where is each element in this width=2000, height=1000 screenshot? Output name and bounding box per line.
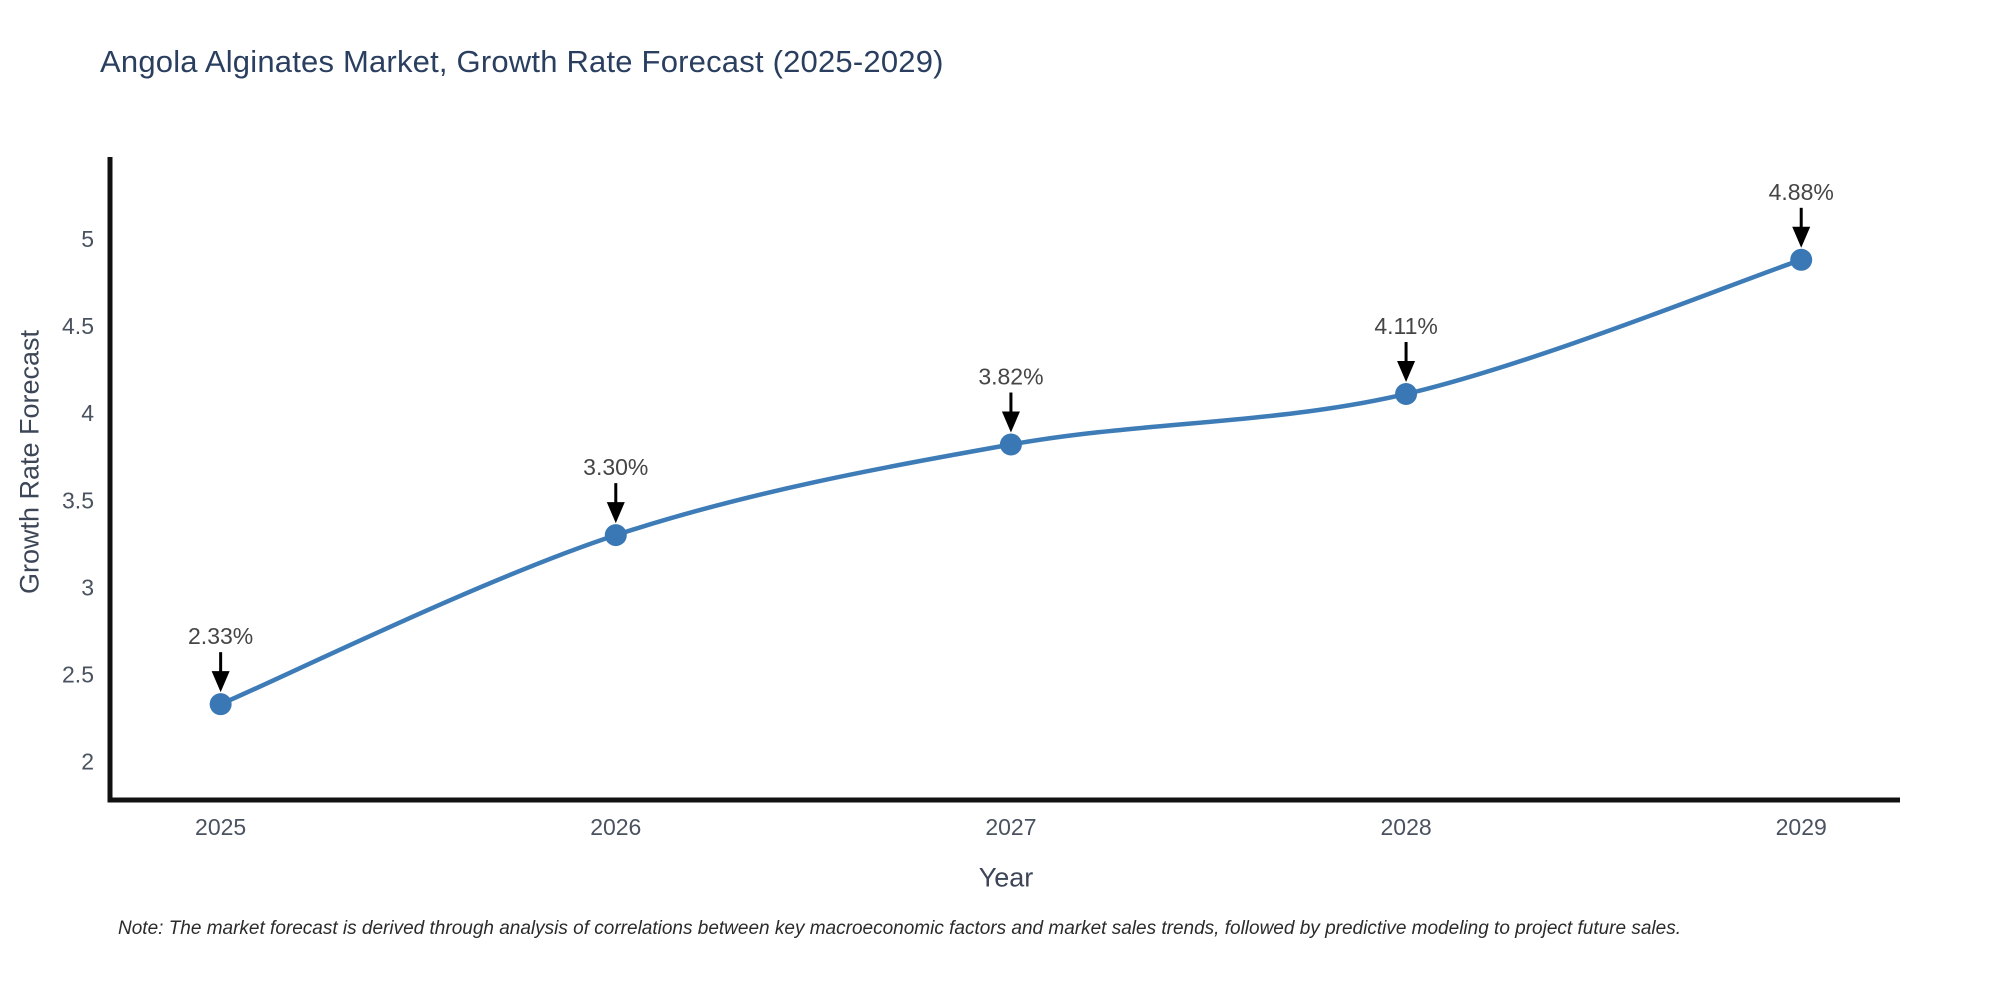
trend-line bbox=[218, 257, 1804, 707]
y-tick-label: 4 bbox=[81, 400, 94, 426]
y-tick-label: 5 bbox=[81, 226, 94, 252]
x-tick-label: 2028 bbox=[1380, 814, 1431, 840]
chart-title: Angola Alginates Market, Growth Rate For… bbox=[100, 44, 944, 79]
data-point-marker[interactable] bbox=[604, 524, 627, 547]
annotation-arrow-head-icon bbox=[606, 502, 625, 524]
y-axis-title: Growth Rate Forecast bbox=[14, 329, 45, 595]
annotation-arrow-head-icon bbox=[1397, 360, 1416, 382]
footnote: Note: The market forecast is derived thr… bbox=[118, 918, 1681, 939]
annotation-arrow-head-icon bbox=[1001, 411, 1020, 433]
data-point-label: 2.33% bbox=[188, 623, 253, 649]
y-tick-label: 2.5 bbox=[62, 662, 94, 688]
data-point-label: 4.88% bbox=[1769, 179, 1834, 205]
annotation-arrow-head-icon bbox=[1792, 226, 1811, 248]
data-point-marker[interactable] bbox=[1395, 382, 1418, 405]
x-tick-label: 2026 bbox=[590, 814, 641, 840]
data-point-label: 4.11% bbox=[1374, 313, 1438, 339]
data-point-marker[interactable] bbox=[999, 433, 1022, 456]
x-tick-label: 2027 bbox=[985, 814, 1036, 840]
x-tick-label: 2025 bbox=[195, 814, 246, 840]
annotation-arrow-head-icon bbox=[211, 671, 230, 693]
x-axis-title: Year bbox=[978, 862, 1034, 893]
x-tick-label: 2029 bbox=[1776, 814, 1827, 840]
y-tick-label: 2 bbox=[81, 749, 94, 775]
y-tick-label: 3 bbox=[81, 574, 94, 600]
data-point-label: 3.30% bbox=[583, 454, 648, 480]
y-tick-label: 3.5 bbox=[62, 487, 94, 513]
data-point-marker[interactable] bbox=[1790, 248, 1813, 271]
data-point-marker[interactable] bbox=[209, 693, 232, 716]
y-tick-label: 4.5 bbox=[62, 313, 94, 339]
data-point-label: 3.82% bbox=[978, 364, 1043, 390]
